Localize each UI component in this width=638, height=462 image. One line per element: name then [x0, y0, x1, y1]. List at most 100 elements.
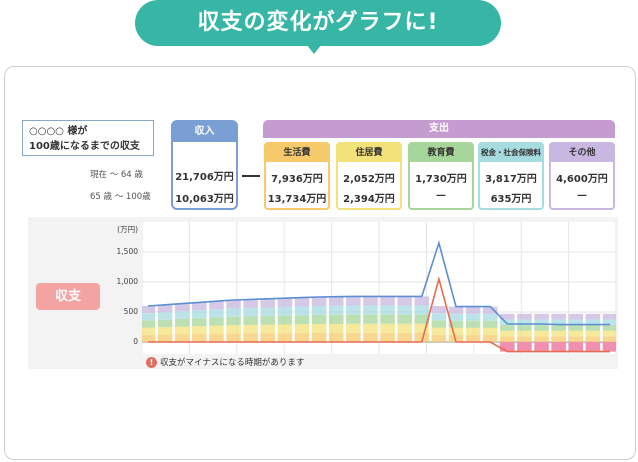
expense-bar-segment	[209, 301, 224, 310]
expense-bar-segment	[142, 327, 156, 335]
expense-bar-segment	[243, 333, 258, 342]
expense-bar-segment	[465, 306, 481, 314]
expense-bar-segment	[414, 323, 430, 333]
expense-bar-segment	[551, 319, 566, 326]
expense-bar-segment	[448, 327, 464, 335]
expense-bar-segment	[363, 323, 378, 333]
expense-bar-segment	[157, 319, 173, 328]
expense-bar-segment	[517, 319, 532, 326]
expense-column-label: 住居費	[338, 144, 400, 162]
range-current: 現在 〜 64 歳	[90, 170, 143, 180]
expense-bar-segment	[209, 309, 224, 318]
expense-bar-segment	[174, 311, 190, 319]
expense-bar-segment	[551, 325, 566, 331]
balance-line	[148, 275, 610, 353]
expense-bar-segment	[500, 319, 515, 326]
expense-bar-segment	[174, 334, 190, 342]
expense-bar-segment	[226, 316, 241, 326]
expense-bar-segment	[602, 319, 616, 326]
expense-bar-segment	[363, 314, 378, 324]
exclamation-icon: !	[146, 357, 157, 368]
expense-bar-segment	[226, 333, 241, 342]
expense-current-value: 3,817万円	[485, 174, 537, 185]
y-tick-label: 1,000	[116, 277, 138, 286]
expense-bar-segment	[500, 336, 515, 342]
y-unit-label: (万円)	[117, 225, 138, 234]
expense-column-label: 税金・社会保険料	[480, 144, 542, 162]
expense-bar-segment	[517, 336, 532, 342]
expense-bar-segment	[585, 313, 601, 320]
expense-bar-segment	[534, 336, 549, 342]
expense-column-label: 教育費	[410, 144, 472, 162]
expense-bar-segment	[311, 324, 327, 333]
minus-sign	[242, 175, 260, 177]
expense-column-label: 生活費	[266, 144, 328, 162]
expense-bar-segment	[209, 333, 224, 342]
expense-bar-segment	[482, 313, 498, 321]
income-line	[147, 240, 610, 326]
expense-bar-segment	[260, 333, 276, 342]
expense-bar-segment	[209, 325, 224, 334]
expense-bar-segment	[260, 307, 276, 317]
y-tick-label: 1,500	[116, 247, 138, 256]
range-later: 65 歳 〜 100歳	[90, 192, 151, 202]
expense-later-value: 635万円	[490, 194, 532, 205]
expense-bar-segment	[260, 298, 276, 308]
expense-bar-segment	[294, 297, 310, 307]
expense-bar-segment	[602, 325, 616, 331]
expense-bar-segment	[226, 325, 241, 334]
expense-later-value: —	[577, 190, 587, 201]
expense-bar-segment	[414, 314, 430, 324]
expense-bar-segment	[328, 314, 344, 324]
expense-bar-segment	[551, 330, 566, 337]
expense-bar-segment	[534, 325, 549, 331]
expense-bar-segment	[397, 296, 412, 306]
expense-bar-segment	[568, 313, 584, 320]
expense-bar-segment	[448, 306, 464, 314]
expense-bar-segment	[260, 316, 276, 325]
expense-bar-segment	[328, 323, 344, 333]
expense-bar-segment	[311, 297, 327, 306]
expense-bar-segment	[551, 313, 566, 320]
expense-bar-segment	[192, 302, 207, 311]
y-tick-label: 0	[133, 337, 138, 346]
expense-bar-segment	[602, 336, 616, 342]
expense-bar-segment	[209, 317, 224, 326]
expense-bar-segment	[534, 313, 549, 320]
warning-text: 収支がマイナスになる時期があります	[160, 358, 305, 368]
expense-column: 生活費 7,936万円 13,734万円	[264, 142, 330, 210]
expense-bar-segment	[277, 298, 293, 307]
expense-label: 支出	[263, 120, 615, 138]
expense-bar-segment	[346, 305, 361, 315]
expense-bar-segment	[500, 313, 515, 320]
expense-later-value: 13,734万円	[267, 194, 327, 205]
expense-bar-segment	[174, 326, 190, 335]
expense-bar-segment	[585, 336, 601, 342]
expense-bar-segment	[142, 334, 156, 342]
expense-bar-segment	[294, 315, 310, 325]
expense-bar-segment	[346, 332, 361, 342]
warning-message: ! 収支がマイナスになる時期があります	[146, 356, 304, 368]
expense-column: 税金・社会保険料 3,817万円 635万円	[478, 142, 544, 210]
expense-bar-segment	[157, 304, 173, 313]
expense-bar-segment	[328, 296, 344, 306]
expense-bar-segment	[585, 330, 601, 337]
expense-bar-segment	[500, 330, 515, 337]
expense-bar-segment	[397, 305, 412, 315]
income-current: 21,706万円	[175, 172, 234, 183]
profile-box: ○○○○ 様が 100歳になるまでの収支	[22, 120, 154, 156]
expense-bar-segment	[448, 313, 464, 321]
expense-bar-segment	[226, 308, 241, 317]
expense-bar-segment	[517, 325, 532, 331]
income-column: 収入 21,706万円 10,063万円	[171, 120, 238, 210]
expense-bar-segment	[277, 306, 293, 316]
expense-bar-segment	[243, 299, 258, 308]
expense-bar-segment	[157, 312, 173, 320]
expense-bar-segment	[534, 319, 549, 326]
expense-bar-segment	[311, 306, 327, 315]
expense-current-value: 7,936万円	[271, 174, 323, 185]
income-label: 収入	[173, 122, 236, 142]
expense-bar-segment	[277, 324, 293, 334]
expense-bar-segment	[431, 306, 447, 314]
expense-current-value: 1,730万円	[415, 174, 467, 185]
